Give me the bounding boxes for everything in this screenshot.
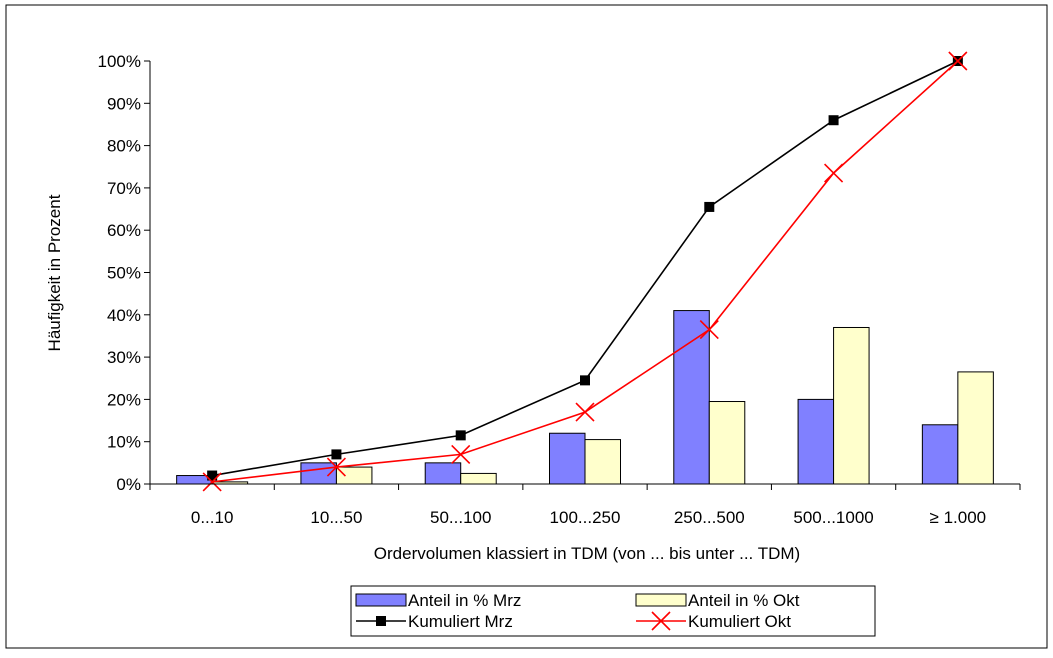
legend-label: Anteil in % Okt: [688, 591, 800, 610]
y-tick-label: 80%: [107, 137, 141, 156]
axes: [149, 61, 1020, 485]
marker-kumuliert-mrz: [704, 201, 715, 212]
y-tick-label: 10%: [107, 433, 141, 452]
legend-box: [350, 585, 876, 637]
marker-kumuliert-okt: [824, 163, 844, 183]
y-tick-label: 50%: [107, 264, 141, 283]
bar-okt: [833, 326, 870, 485]
bar-mrz: [673, 310, 710, 485]
y-tick-label: 20%: [107, 390, 141, 409]
bar-mrz: [797, 398, 835, 485]
lines: [202, 51, 968, 492]
marker-kumuliert-mrz: [828, 115, 839, 126]
marker-kumuliert-okt: [326, 457, 346, 477]
marker-kumuliert-okt: [699, 320, 719, 340]
x-tick-label: 0...10: [191, 508, 234, 527]
x-axis-title: Ordervolumen klassiert in TDM (von ... b…: [374, 544, 800, 563]
bar-mrz: [424, 462, 462, 485]
legend-swatch: [635, 593, 687, 607]
marker-kumuliert-mrz: [455, 430, 466, 441]
chart-border: [5, 4, 1048, 649]
y-tick-label: 90%: [107, 94, 141, 113]
legend-marker: [376, 616, 386, 626]
legend-swatch: [355, 593, 407, 607]
legend-label: Kumuliert Mrz: [408, 612, 513, 631]
x-axis-ticks: 0...10 10...50 50...100 100...250 250...500 5…: [149, 484, 1021, 527]
x-tick-label: 100...250: [550, 508, 621, 527]
bars: [176, 310, 994, 485]
marker-kumuliert-mrz: [580, 375, 590, 386]
y-tick-label: 40%: [107, 306, 141, 325]
bar-okt: [708, 401, 746, 485]
bar-mrz: [549, 432, 586, 485]
y-axis-title: Häufigkeit in Prozent: [45, 194, 64, 351]
x-tick-label: 500...1000: [793, 508, 873, 527]
bar-okt: [335, 466, 373, 485]
legend: Anteil in % Mrz Anteil in % Okt Kumuliert …: [350, 585, 876, 637]
y-tick-label: 30%: [107, 348, 141, 367]
marker-kumuliert-okt: [451, 444, 471, 464]
x-tick-label: 50...100: [430, 508, 491, 527]
marker-kumuliert-okt: [202, 472, 222, 492]
bar-okt: [460, 472, 497, 485]
y-tick-label: 70%: [107, 179, 141, 198]
bar-okt: [957, 371, 994, 485]
x-tick-label: 250...500: [674, 508, 745, 527]
x-tick-label: 10...50: [310, 508, 362, 527]
marker-kumuliert-okt: [948, 51, 968, 71]
bar-mrz: [921, 424, 959, 485]
bar-okt: [584, 439, 621, 485]
y-tick-label: 60%: [107, 221, 141, 240]
y-tick-label: 0%: [116, 475, 141, 494]
marker-kumuliert-mrz: [207, 470, 218, 481]
marker-kumuliert-okt: [575, 402, 595, 422]
y-axis-ticks: 0% 10% 20% 30% 40% 50% 60% 70% 80% 90% 100%: [98, 52, 150, 494]
y-tick-label: 100%: [98, 52, 141, 71]
legend-label: Kumuliert Okt: [688, 612, 791, 631]
x-tick-label: ≥ 1.000: [930, 508, 987, 527]
legend-label: Anteil in % Mrz: [408, 591, 521, 610]
marker-kumuliert-mrz: [331, 449, 342, 460]
legend-marker: [651, 611, 671, 631]
